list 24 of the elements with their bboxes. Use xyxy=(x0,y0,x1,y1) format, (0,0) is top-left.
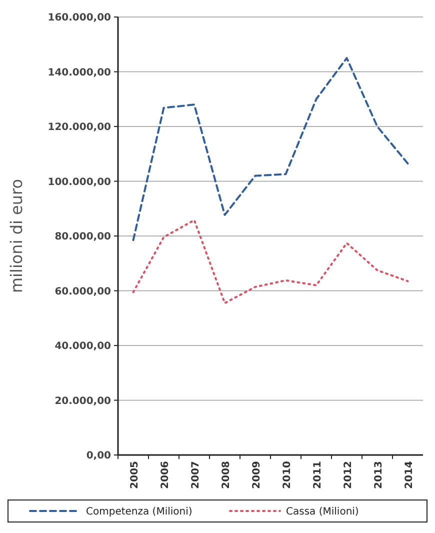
y-tick-label: 20.000,00 xyxy=(54,396,112,407)
legend-label: Competenza (Milioni) xyxy=(86,506,192,518)
x-tick-label: 2013 xyxy=(373,460,384,489)
y-axis-title: milioni di euro xyxy=(7,178,26,294)
x-tick-label: 2010 xyxy=(282,460,293,489)
y-tick-label: 40.000,00 xyxy=(54,341,112,352)
y-tick-label: 0,00 xyxy=(86,450,112,462)
x-tick-label: 2012 xyxy=(342,460,354,489)
legend-label: Cassa (Milioni) xyxy=(286,506,359,518)
y-tick-label: 140.000,00 xyxy=(48,67,112,78)
line-series xyxy=(132,57,409,242)
y-tick-label: 120.000,00 xyxy=(48,122,112,133)
y-tick-label: 80.000,00 xyxy=(54,232,112,242)
x-tick-label: 2008 xyxy=(220,460,232,489)
x-tick-label: 2011 xyxy=(312,460,324,489)
x-tick-label: 2009 xyxy=(251,460,262,489)
x-tick-label: 2005 xyxy=(129,460,140,489)
line-series xyxy=(132,219,409,304)
x-tick-label: 2007 xyxy=(190,460,202,489)
x-tick-label: 2014 xyxy=(404,460,415,489)
y-tick-label: 100.000,00 xyxy=(48,176,112,188)
y-tick-label: 160.000,00 xyxy=(48,12,112,24)
x-tick-label: 2006 xyxy=(160,460,171,489)
y-tick-label: 60.000,00 xyxy=(54,286,112,298)
